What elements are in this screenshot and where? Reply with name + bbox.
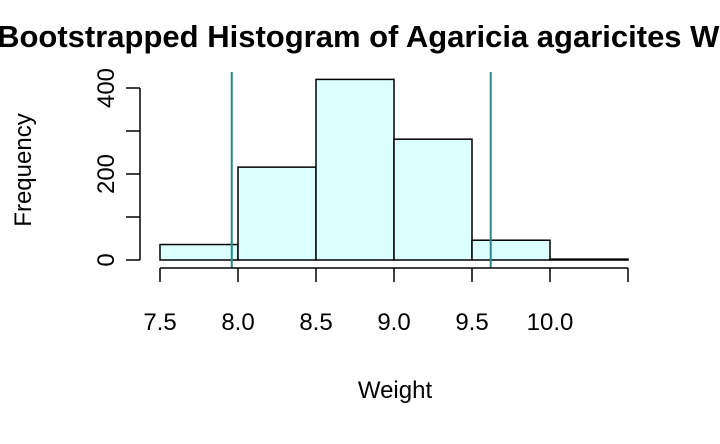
histogram-bar (549, 258, 629, 261)
chart-title: Bootstrapped Histogram of Agaricia agari… (0, 19, 720, 54)
histogram-bar (237, 166, 317, 261)
reference-lines-group (230, 72, 492, 268)
x-tick-label: 10.0 (527, 309, 574, 336)
histogram-bar (315, 78, 395, 261)
histogram-bar (159, 243, 239, 261)
y-tick-label: 0 (93, 253, 120, 266)
bars-group (159, 78, 629, 261)
y-axis-label: Frequency (10, 113, 37, 226)
histogram-bar (471, 239, 551, 261)
x-tick-label: 9.5 (455, 309, 488, 336)
y-tick-label: 200 (93, 154, 120, 194)
histogram-bar (393, 138, 473, 261)
y-axis: 0 200 400 (93, 68, 141, 267)
x-tick-label: 8.0 (221, 309, 254, 336)
x-tick-label: 7.5 (143, 309, 176, 336)
x-axis-label: Weight (358, 377, 433, 404)
x-tick-label: 8.5 (299, 309, 332, 336)
x-axis: 7.5 8.0 8.5 9.0 9.5 10.0 (143, 267, 629, 336)
y-tick-label: 400 (93, 68, 120, 108)
x-tick-label: 9.0 (377, 309, 410, 336)
